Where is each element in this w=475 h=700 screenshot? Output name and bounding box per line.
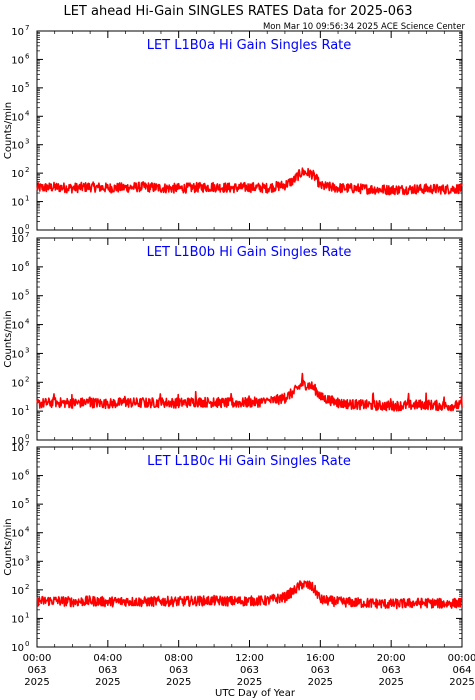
y-tick-label: 10 (11, 557, 24, 568)
x-tick-time: 08:00 (164, 653, 193, 664)
y-axis-label: Counts/min (3, 310, 14, 367)
y-tick-label: 10 (11, 141, 24, 152)
y-tick-label: 10 (11, 169, 24, 180)
y-tick-exponent: 5 (25, 497, 29, 505)
y-tick-label: 10 (11, 234, 24, 245)
y-tick-label: 10 (11, 321, 24, 332)
x-tick-year: 2025 (166, 677, 191, 688)
y-tick-exponent: 7 (25, 231, 29, 239)
y-tick-label: 10 (11, 27, 24, 38)
y-tick-exponent: 6 (25, 52, 30, 60)
x-tick-doy: 063 (98, 665, 117, 676)
x-tick-doy: 063 (311, 665, 330, 676)
x-tick-time: 20:00 (377, 653, 406, 664)
x-tick-time: 16:00 (306, 653, 335, 664)
y-tick-exponent: 1 (25, 611, 29, 619)
y-tick-label: 10 (11, 378, 24, 389)
y-tick-label: 10 (11, 436, 24, 447)
y-tick-label: 10 (11, 263, 24, 274)
x-tick-time: 12:00 (235, 653, 264, 664)
series-line-3 (36, 580, 463, 610)
y-tick-exponent: 4 (25, 109, 30, 117)
x-tick-doy: 063 (240, 665, 259, 676)
x-tick-doy: 063 (382, 665, 401, 676)
y-tick-exponent: 6 (25, 469, 30, 477)
y-tick-exponent: 3 (25, 554, 29, 562)
x-tick-year: 2025 (24, 677, 49, 688)
y-tick-exponent: 0 (25, 433, 29, 441)
x-tick-year: 2025 (95, 677, 120, 688)
x-tick-year: 2025 (237, 677, 262, 688)
y-tick-label: 10 (11, 84, 24, 95)
figure-title: LET ahead Hi-Gain SINGLES RATES Data for… (63, 4, 412, 19)
y-tick-exponent: 7 (25, 440, 29, 448)
y-tick-exponent: 4 (25, 318, 30, 326)
y-tick-exponent: 1 (25, 404, 29, 412)
y-axis-label: Counts/min (3, 102, 14, 159)
y-tick-label: 10 (11, 55, 24, 66)
series-line-1 (36, 167, 463, 196)
plot-frame (36, 30, 463, 231)
x-tick-time: 04:00 (93, 653, 122, 664)
x-tick-time: 00:00 (23, 653, 52, 664)
y-tick-exponent: 3 (25, 346, 29, 354)
y-tick-label: 10 (11, 292, 24, 303)
y-tick-label: 10 (11, 529, 24, 540)
y-tick-exponent: 2 (25, 583, 29, 591)
x-tick-time: 00:00 (448, 653, 475, 664)
y-tick-label: 10 (11, 112, 24, 123)
y-tick-label: 10 (11, 614, 24, 625)
y-tick-label: 10 (11, 349, 24, 360)
y-tick-exponent: 5 (25, 81, 29, 89)
x-tick-year: 2025 (378, 677, 403, 688)
y-tick-label: 10 (11, 472, 24, 483)
y-axis-label: Counts/min (3, 518, 14, 575)
y-tick-exponent: 7 (25, 24, 29, 32)
x-tick-year: 2025 (449, 677, 474, 688)
timestamp: Mon Mar 10 09:56:34 2025 ACE Science Cen… (263, 22, 466, 32)
y-tick-label: 10 (11, 198, 24, 209)
panel-title: LET L1B0a Hi Gain Singles Rate (147, 38, 352, 53)
y-tick-exponent: 0 (25, 640, 29, 648)
y-tick-exponent: 1 (25, 195, 29, 203)
y-tick-label: 10 (11, 500, 24, 511)
x-tick-year: 2025 (308, 677, 333, 688)
x-axis-labels: 00:00063202504:00063202508:00063202512:0… (23, 653, 475, 688)
y-tick-exponent: 5 (25, 289, 29, 297)
y-tick-label: 10 (11, 443, 24, 454)
x-axis-label: UTC Day of Year (215, 688, 296, 699)
y-tick-exponent: 0 (25, 223, 29, 231)
y-tick-exponent: 2 (25, 166, 29, 174)
panel-title: LET L1B0c Hi Gain Singles Rate (147, 454, 351, 469)
y-tick-exponent: 4 (25, 526, 30, 534)
plot-frame (36, 446, 463, 648)
y-tick-label: 10 (11, 586, 24, 597)
y-tick-exponent: 6 (25, 260, 30, 268)
y-tick-label: 10 (11, 226, 24, 237)
x-tick-doy: 064 (452, 665, 471, 676)
y-tick-exponent: 2 (25, 375, 29, 383)
y-tick-label: 10 (11, 643, 24, 654)
x-tick-doy: 063 (169, 665, 188, 676)
series-line-2 (36, 372, 463, 412)
y-tick-exponent: 3 (25, 138, 29, 146)
x-tick-doy: 063 (27, 665, 46, 676)
panel-title: LET L1B0b Hi Gain Singles Rate (147, 245, 352, 260)
y-tick-label: 10 (11, 407, 24, 418)
